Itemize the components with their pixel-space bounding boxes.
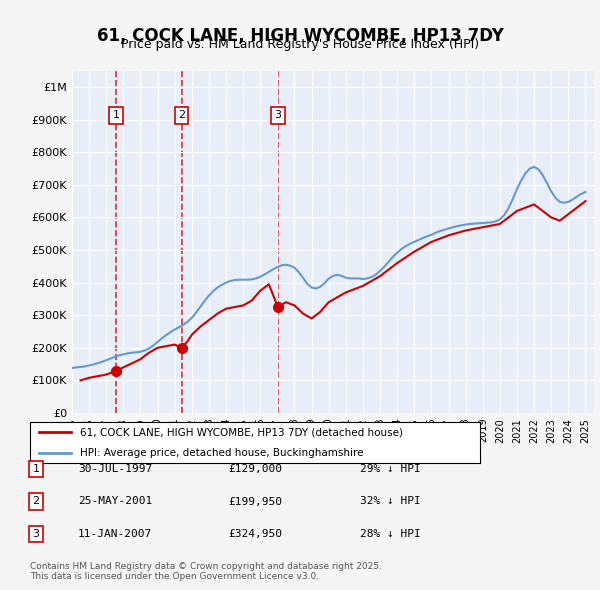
Text: 11-JAN-2007: 11-JAN-2007 bbox=[78, 529, 152, 539]
Text: 61, COCK LANE, HIGH WYCOMBE, HP13 7DY (detached house): 61, COCK LANE, HIGH WYCOMBE, HP13 7DY (d… bbox=[79, 427, 403, 437]
Text: £324,950: £324,950 bbox=[228, 529, 282, 539]
Text: 29% ↓ HPI: 29% ↓ HPI bbox=[360, 464, 421, 474]
Text: 61, COCK LANE, HIGH WYCOMBE, HP13 7DY: 61, COCK LANE, HIGH WYCOMBE, HP13 7DY bbox=[97, 27, 503, 45]
Text: 3: 3 bbox=[274, 110, 281, 120]
Text: 3: 3 bbox=[32, 529, 40, 539]
Text: 28% ↓ HPI: 28% ↓ HPI bbox=[360, 529, 421, 539]
Text: 25-MAY-2001: 25-MAY-2001 bbox=[78, 497, 152, 506]
Text: £199,950: £199,950 bbox=[228, 497, 282, 506]
Text: 1: 1 bbox=[113, 110, 119, 120]
Text: 30-JUL-1997: 30-JUL-1997 bbox=[78, 464, 152, 474]
Text: Contains HM Land Registry data © Crown copyright and database right 2025.
This d: Contains HM Land Registry data © Crown c… bbox=[30, 562, 382, 581]
Text: £129,000: £129,000 bbox=[228, 464, 282, 474]
Text: 32% ↓ HPI: 32% ↓ HPI bbox=[360, 497, 421, 506]
Text: HPI: Average price, detached house, Buckinghamshire: HPI: Average price, detached house, Buck… bbox=[79, 448, 363, 458]
Text: 2: 2 bbox=[178, 110, 185, 120]
Text: 2: 2 bbox=[32, 497, 40, 506]
Text: 1: 1 bbox=[32, 464, 40, 474]
Text: Price paid vs. HM Land Registry's House Price Index (HPI): Price paid vs. HM Land Registry's House … bbox=[121, 38, 479, 51]
